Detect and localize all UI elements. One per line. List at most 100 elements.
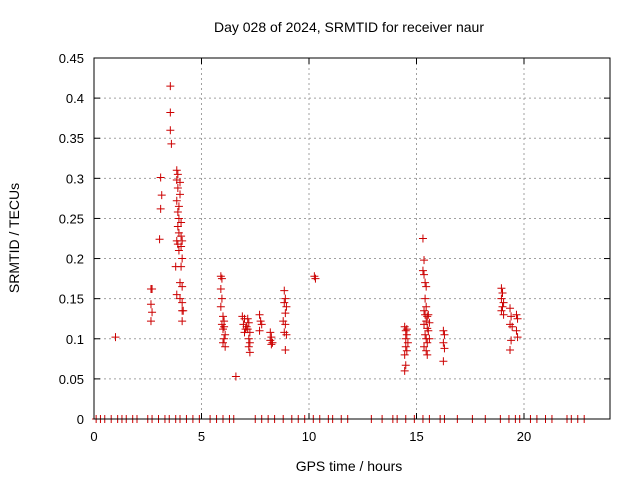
- data-point: [282, 330, 291, 339]
- data-point: [146, 317, 155, 326]
- data-point: [174, 228, 183, 237]
- data-point: [418, 266, 427, 275]
- data-point: [172, 196, 181, 205]
- data-point: [172, 290, 181, 299]
- data-point: [219, 312, 227, 321]
- data-point: [176, 294, 184, 303]
- data-point: [244, 342, 253, 351]
- data-point: [499, 298, 508, 307]
- y-tick-label: 0.1: [66, 332, 84, 347]
- data-point: [178, 317, 187, 326]
- data-point: [167, 139, 176, 148]
- data-point: [221, 330, 230, 339]
- data-point: [268, 338, 277, 347]
- data-point: [280, 298, 289, 307]
- data-point: [506, 304, 515, 313]
- data-point: [242, 322, 251, 331]
- data-point: [512, 326, 521, 335]
- x-tick-label: 0: [90, 429, 97, 444]
- data-point: [401, 342, 410, 351]
- data-point: [217, 274, 226, 283]
- data-point: [400, 350, 409, 359]
- data-point: [420, 342, 429, 351]
- data-point: [422, 282, 431, 291]
- data-point: [401, 361, 410, 370]
- data-point: [497, 306, 506, 315]
- data-point: [423, 312, 432, 321]
- data-point: [176, 190, 184, 199]
- data-point: [498, 289, 507, 298]
- data-point: [231, 372, 240, 381]
- data-point: [440, 330, 449, 339]
- data-point: [245, 348, 254, 357]
- data-point: [266, 328, 275, 337]
- data-points: [92, 82, 589, 423]
- data-point: [424, 326, 433, 335]
- data-point: [216, 302, 225, 311]
- data-point: [439, 338, 448, 347]
- data-point: [421, 278, 430, 287]
- data-point: [256, 317, 265, 326]
- data-point: [177, 242, 186, 251]
- data-point: [440, 344, 449, 353]
- data-point: [400, 366, 409, 375]
- data-point: [498, 302, 507, 311]
- data-point: [243, 314, 252, 323]
- data-point: [420, 256, 429, 265]
- data-point: [178, 282, 187, 291]
- x-axis-label: GPS time / hours: [296, 458, 403, 474]
- data-point: [111, 333, 120, 342]
- data-point: [216, 285, 225, 294]
- data-point: [174, 246, 183, 255]
- data-point: [156, 204, 165, 213]
- data-point: [220, 334, 229, 343]
- data-point: [255, 326, 264, 335]
- data-point: [166, 126, 175, 135]
- data-point: [499, 310, 508, 319]
- data-point: [422, 317, 431, 326]
- data-point: [507, 312, 516, 321]
- data-point: [279, 317, 288, 326]
- data-point: [166, 82, 175, 91]
- y-tick-label: 0.3: [66, 171, 84, 186]
- data-point: [178, 298, 187, 307]
- data-point: [403, 338, 412, 347]
- data-point: [173, 170, 182, 179]
- data-point: [281, 346, 290, 355]
- data-point: [166, 108, 175, 117]
- data-point: [281, 309, 290, 318]
- x-tick-label: 5: [198, 429, 205, 444]
- data-point: [513, 333, 522, 342]
- data-point: [421, 330, 430, 339]
- data-point: [176, 278, 184, 287]
- data-point: [425, 334, 434, 343]
- y-tick-label: 0.25: [59, 211, 84, 226]
- data-point: [172, 166, 181, 175]
- data-point: [423, 338, 432, 347]
- data-point: [173, 183, 182, 192]
- data-point: [422, 346, 431, 355]
- data-point: [311, 274, 320, 283]
- data-point: [507, 336, 516, 345]
- data-point: [512, 310, 521, 319]
- data-point: [267, 333, 276, 342]
- data-point: [255, 310, 264, 319]
- data-point: [401, 334, 410, 343]
- data-point: [423, 350, 432, 359]
- data-point: [178, 236, 187, 245]
- data-point: [508, 322, 517, 331]
- data-point: [217, 294, 226, 303]
- data-point: [178, 254, 187, 263]
- data-point: [177, 232, 186, 241]
- data-point: [282, 302, 291, 311]
- data-point: [421, 294, 430, 303]
- data-point: [439, 357, 448, 366]
- data-point: [220, 322, 229, 331]
- data-point: [245, 338, 254, 347]
- data-point: [179, 306, 188, 315]
- y-tick-label: 0.05: [59, 372, 84, 387]
- data-point: [506, 346, 515, 355]
- data-point: [401, 326, 410, 335]
- data-point: [221, 342, 230, 351]
- data-point: [173, 222, 182, 231]
